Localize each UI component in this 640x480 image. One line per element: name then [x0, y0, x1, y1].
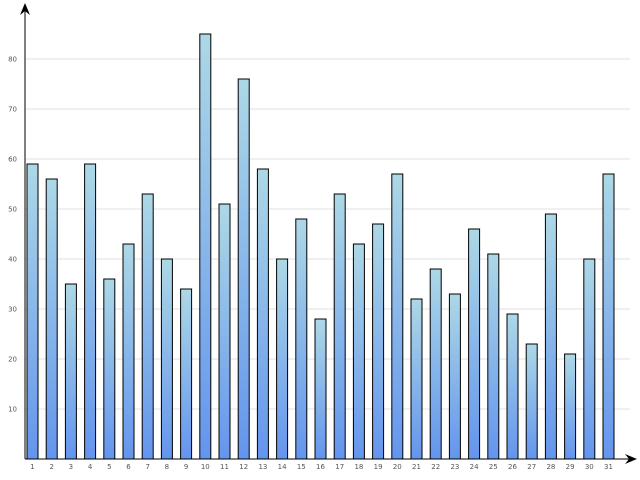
bar-17 — [333, 193, 346, 460]
x-tick-label: 31 — [604, 463, 613, 471]
y-tick-label: 50 — [8, 206, 17, 214]
x-tick-label: 7 — [145, 463, 149, 471]
x-tick-label: 2 — [49, 463, 53, 471]
x-tick-label: 20 — [393, 463, 402, 471]
x-tick-label: 17 — [335, 463, 344, 471]
y-tick-label: 60 — [8, 156, 17, 164]
bar-13 — [256, 168, 269, 460]
x-tick-label: 27 — [527, 463, 536, 471]
y-tick-label: 80 — [8, 56, 17, 64]
x-tick-label: 21 — [412, 463, 421, 471]
bar-1 — [26, 163, 39, 460]
x-tick-label: 24 — [470, 463, 479, 471]
bars — [26, 33, 615, 460]
x-tick-label: 28 — [546, 463, 555, 471]
bar-25 — [487, 253, 500, 460]
bar-21 — [410, 298, 423, 460]
bar-29 — [564, 353, 577, 460]
bar-11 — [218, 203, 231, 460]
bar-5 — [103, 278, 116, 460]
x-tick-label: 10 — [201, 463, 210, 471]
x-tick-label: 19 — [374, 463, 383, 471]
x-tick-label: 18 — [354, 463, 363, 471]
x-tick-label: 5 — [107, 463, 111, 471]
x-tick-label: 30 — [585, 463, 594, 471]
bar-10 — [199, 33, 212, 460]
x-tick-label: 16 — [316, 463, 325, 471]
bar-22 — [429, 268, 442, 460]
y-tick-label: 10 — [8, 406, 17, 414]
bar-18 — [352, 243, 365, 460]
bar-3 — [64, 283, 77, 460]
x-tick-label: 11 — [220, 463, 229, 471]
bar-7 — [141, 193, 154, 460]
bar-6 — [122, 243, 135, 460]
grid-lines — [25, 58, 630, 410]
bar-30 — [583, 258, 596, 460]
y-tick-label: 20 — [8, 356, 17, 364]
x-tick-label: 8 — [165, 463, 169, 471]
y-tick-label: 70 — [8, 106, 17, 114]
bar-15 — [295, 218, 308, 460]
bar-23 — [448, 293, 461, 460]
x-tick-label: 3 — [69, 463, 73, 471]
bar-24 — [468, 228, 481, 460]
x-tick-label: 22 — [431, 463, 440, 471]
bar-4 — [84, 163, 97, 460]
bar-2 — [45, 178, 58, 460]
bar-28 — [544, 213, 557, 460]
x-tick-label: 23 — [450, 463, 459, 471]
y-axis-tick-labels: 10 20 30 40 50 60 70 80 — [8, 56, 17, 414]
x-axis-tick-labels: 1 2 3 4 5 6 7 8 9 10 11 12 13 14 15 16 17 18 19 20 21 22 23 24 2… — [30, 463, 613, 471]
y-tick-label: 40 — [8, 256, 17, 264]
bar-14 — [276, 258, 289, 460]
x-tick-label: 15 — [297, 463, 306, 471]
y-axis-arrow-icon — [20, 3, 30, 15]
bar-12 — [237, 78, 250, 460]
x-tick-label: 13 — [258, 463, 267, 471]
bar-27 — [525, 343, 538, 460]
x-tick-label: 14 — [278, 463, 287, 471]
x-tick-label: 1 — [30, 463, 34, 471]
bar-9 — [180, 288, 193, 460]
bar-26 — [506, 313, 519, 460]
y-tick-label: 30 — [8, 306, 17, 314]
axes — [20, 3, 637, 464]
x-tick-label: 26 — [508, 463, 517, 471]
x-tick-label: 9 — [184, 463, 188, 471]
bar-31 — [602, 173, 615, 460]
x-tick-label: 29 — [566, 463, 575, 471]
bar-20 — [391, 173, 404, 460]
bar-8 — [160, 258, 173, 460]
bar-16 — [314, 318, 327, 460]
x-tick-label: 25 — [489, 463, 498, 471]
bar-19 — [372, 223, 385, 460]
x-axis-arrow-icon — [625, 454, 637, 464]
x-tick-label: 12 — [239, 463, 248, 471]
x-tick-label: 6 — [126, 463, 131, 471]
x-tick-label: 4 — [88, 463, 93, 471]
